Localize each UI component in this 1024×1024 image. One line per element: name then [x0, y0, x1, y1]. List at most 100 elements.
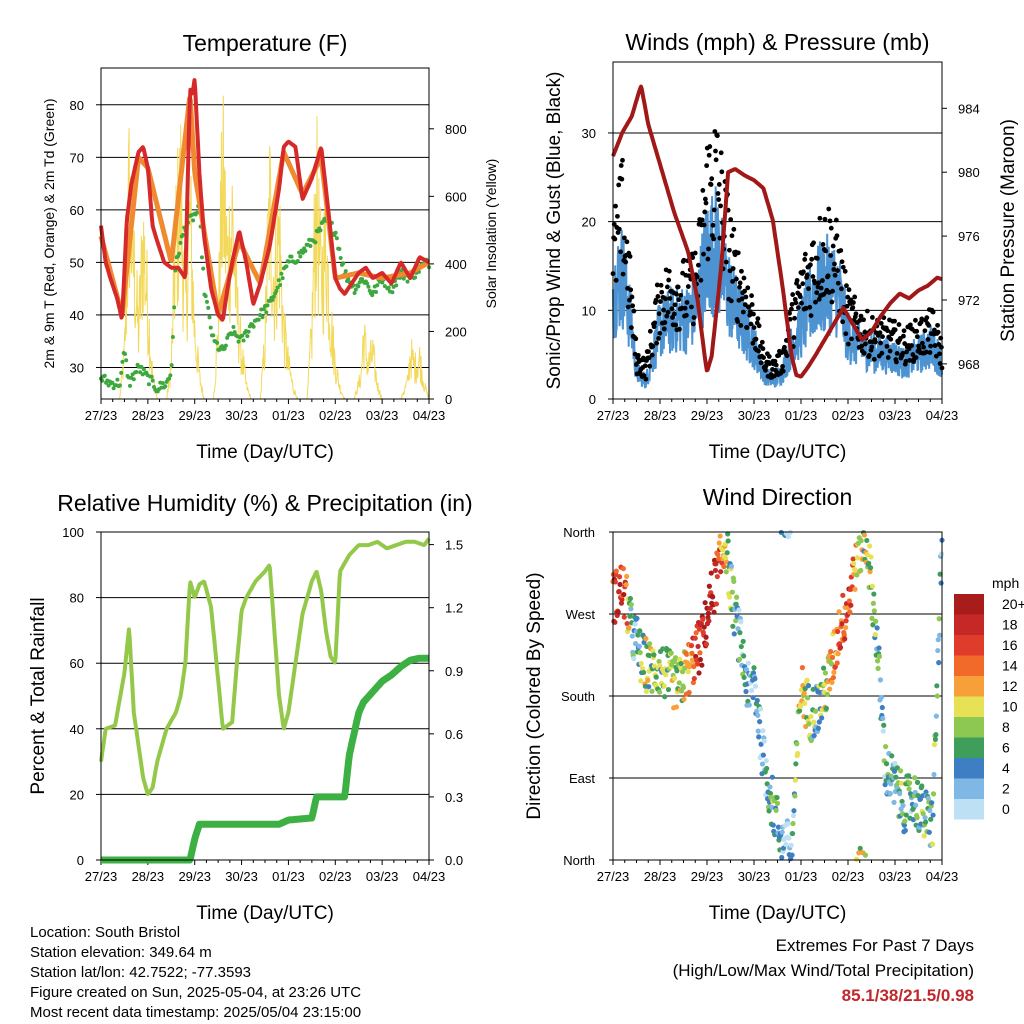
gust-point: [623, 259, 629, 265]
direction-point: [822, 670, 829, 676]
direction-point: [661, 683, 667, 689]
direction-point: [852, 568, 859, 574]
direction-point: [828, 648, 834, 655]
x-tick-label: 29/23: [691, 869, 724, 884]
gust-point: [896, 322, 902, 327]
direction-point: [755, 728, 761, 734]
gust-point: [629, 294, 635, 300]
direction-point: [883, 761, 890, 767]
gust-point: [705, 256, 711, 262]
gust-point: [935, 322, 940, 328]
y-tick-label: North: [563, 853, 595, 868]
direction-point: [892, 760, 898, 766]
gust-point: [633, 336, 639, 342]
created-text: Figure created on Sun, 2025-05-04, at 23…: [30, 984, 362, 1001]
gust-point: [792, 315, 797, 321]
direction-point: [627, 613, 633, 619]
direction-point: [794, 741, 800, 747]
gust-point: [826, 206, 832, 212]
gust-point: [924, 315, 930, 321]
direction-point: [695, 661, 701, 667]
direction-point: [770, 822, 776, 828]
dewpoint-point: [194, 210, 199, 215]
direction-point: [881, 722, 887, 728]
dewpoint-point: [394, 283, 399, 288]
direction-point: [783, 841, 789, 848]
x-tick-label: 02/23: [832, 408, 865, 423]
gust-point: [796, 284, 802, 290]
gust-point: [937, 351, 942, 357]
x-tick-label: 28/23: [132, 408, 165, 423]
gust-point: [925, 337, 931, 342]
gust-point: [832, 261, 837, 267]
legend-label: 6: [1002, 740, 1010, 756]
direction-point: [745, 660, 751, 666]
gust-point: [828, 253, 834, 258]
dewpoint-point: [172, 305, 177, 310]
direction-point: [736, 607, 742, 613]
dewpoint-point: [405, 279, 410, 284]
gust-point: [828, 225, 834, 231]
direction-point: [846, 598, 853, 604]
direction-point: [837, 644, 844, 650]
dewpoint-point: [295, 258, 300, 263]
gust-point: [618, 163, 624, 168]
direction-point: [760, 728, 766, 734]
gust-point: [760, 346, 766, 352]
dewpoint-point: [308, 243, 313, 248]
y-tick-label: 20: [70, 787, 84, 802]
direction-point: [756, 734, 762, 740]
direction-point: [879, 704, 885, 711]
gust-point: [773, 362, 779, 368]
direction-point: [898, 780, 905, 786]
direction-point: [836, 609, 842, 615]
gust-point: [804, 272, 810, 278]
gust-point: [715, 191, 721, 196]
gust-point: [740, 309, 746, 315]
gust-point: [766, 354, 772, 359]
gust-point: [657, 330, 663, 336]
dewpoint-point: [333, 230, 338, 235]
y-tick-label: 60: [70, 656, 84, 671]
gust-point: [750, 340, 756, 346]
dewpoint-point: [401, 276, 406, 281]
direction-point: [901, 822, 908, 828]
direction-point: [852, 586, 858, 592]
gust-point: [714, 133, 720, 139]
dewpoint-point: [122, 351, 127, 356]
temperature-xlabel: Time (Day/UTC): [196, 442, 334, 463]
gust-point: [759, 339, 765, 345]
direction-point: [816, 719, 822, 725]
direction-point: [873, 618, 879, 624]
direction-point: [624, 620, 630, 627]
gust-point: [894, 359, 899, 365]
humidity-frame: [100, 531, 430, 861]
gust-point: [772, 358, 778, 364]
gust-point: [666, 268, 672, 274]
legend-label: 4: [1002, 760, 1010, 776]
gust-point: [728, 217, 734, 222]
dewpoint-point: [341, 261, 346, 266]
direction-point: [680, 684, 687, 691]
gust-point: [812, 280, 818, 286]
direction-point: [868, 554, 874, 560]
direction-point: [705, 610, 712, 616]
x-tick-label: 04/23: [926, 869, 959, 884]
x-tick-label: 03/23: [879, 869, 912, 884]
precipitation-line: [98, 654, 432, 864]
y-tick-label: 30: [582, 126, 596, 141]
humidity-xlabel: Time (Day/UTC): [196, 903, 334, 924]
direction-point: [867, 543, 873, 549]
gust-point: [701, 222, 707, 228]
direction-point: [734, 594, 740, 600]
direction-point: [755, 712, 761, 719]
gust-point: [808, 313, 814, 318]
dewpoint-point: [215, 340, 220, 345]
gust-point: [671, 311, 677, 317]
gust-point: [814, 290, 820, 296]
direction-point: [738, 619, 744, 625]
direction-point: [716, 556, 722, 562]
gust-point: [696, 262, 701, 268]
gust-point: [711, 236, 716, 242]
direction-point: [638, 660, 644, 667]
